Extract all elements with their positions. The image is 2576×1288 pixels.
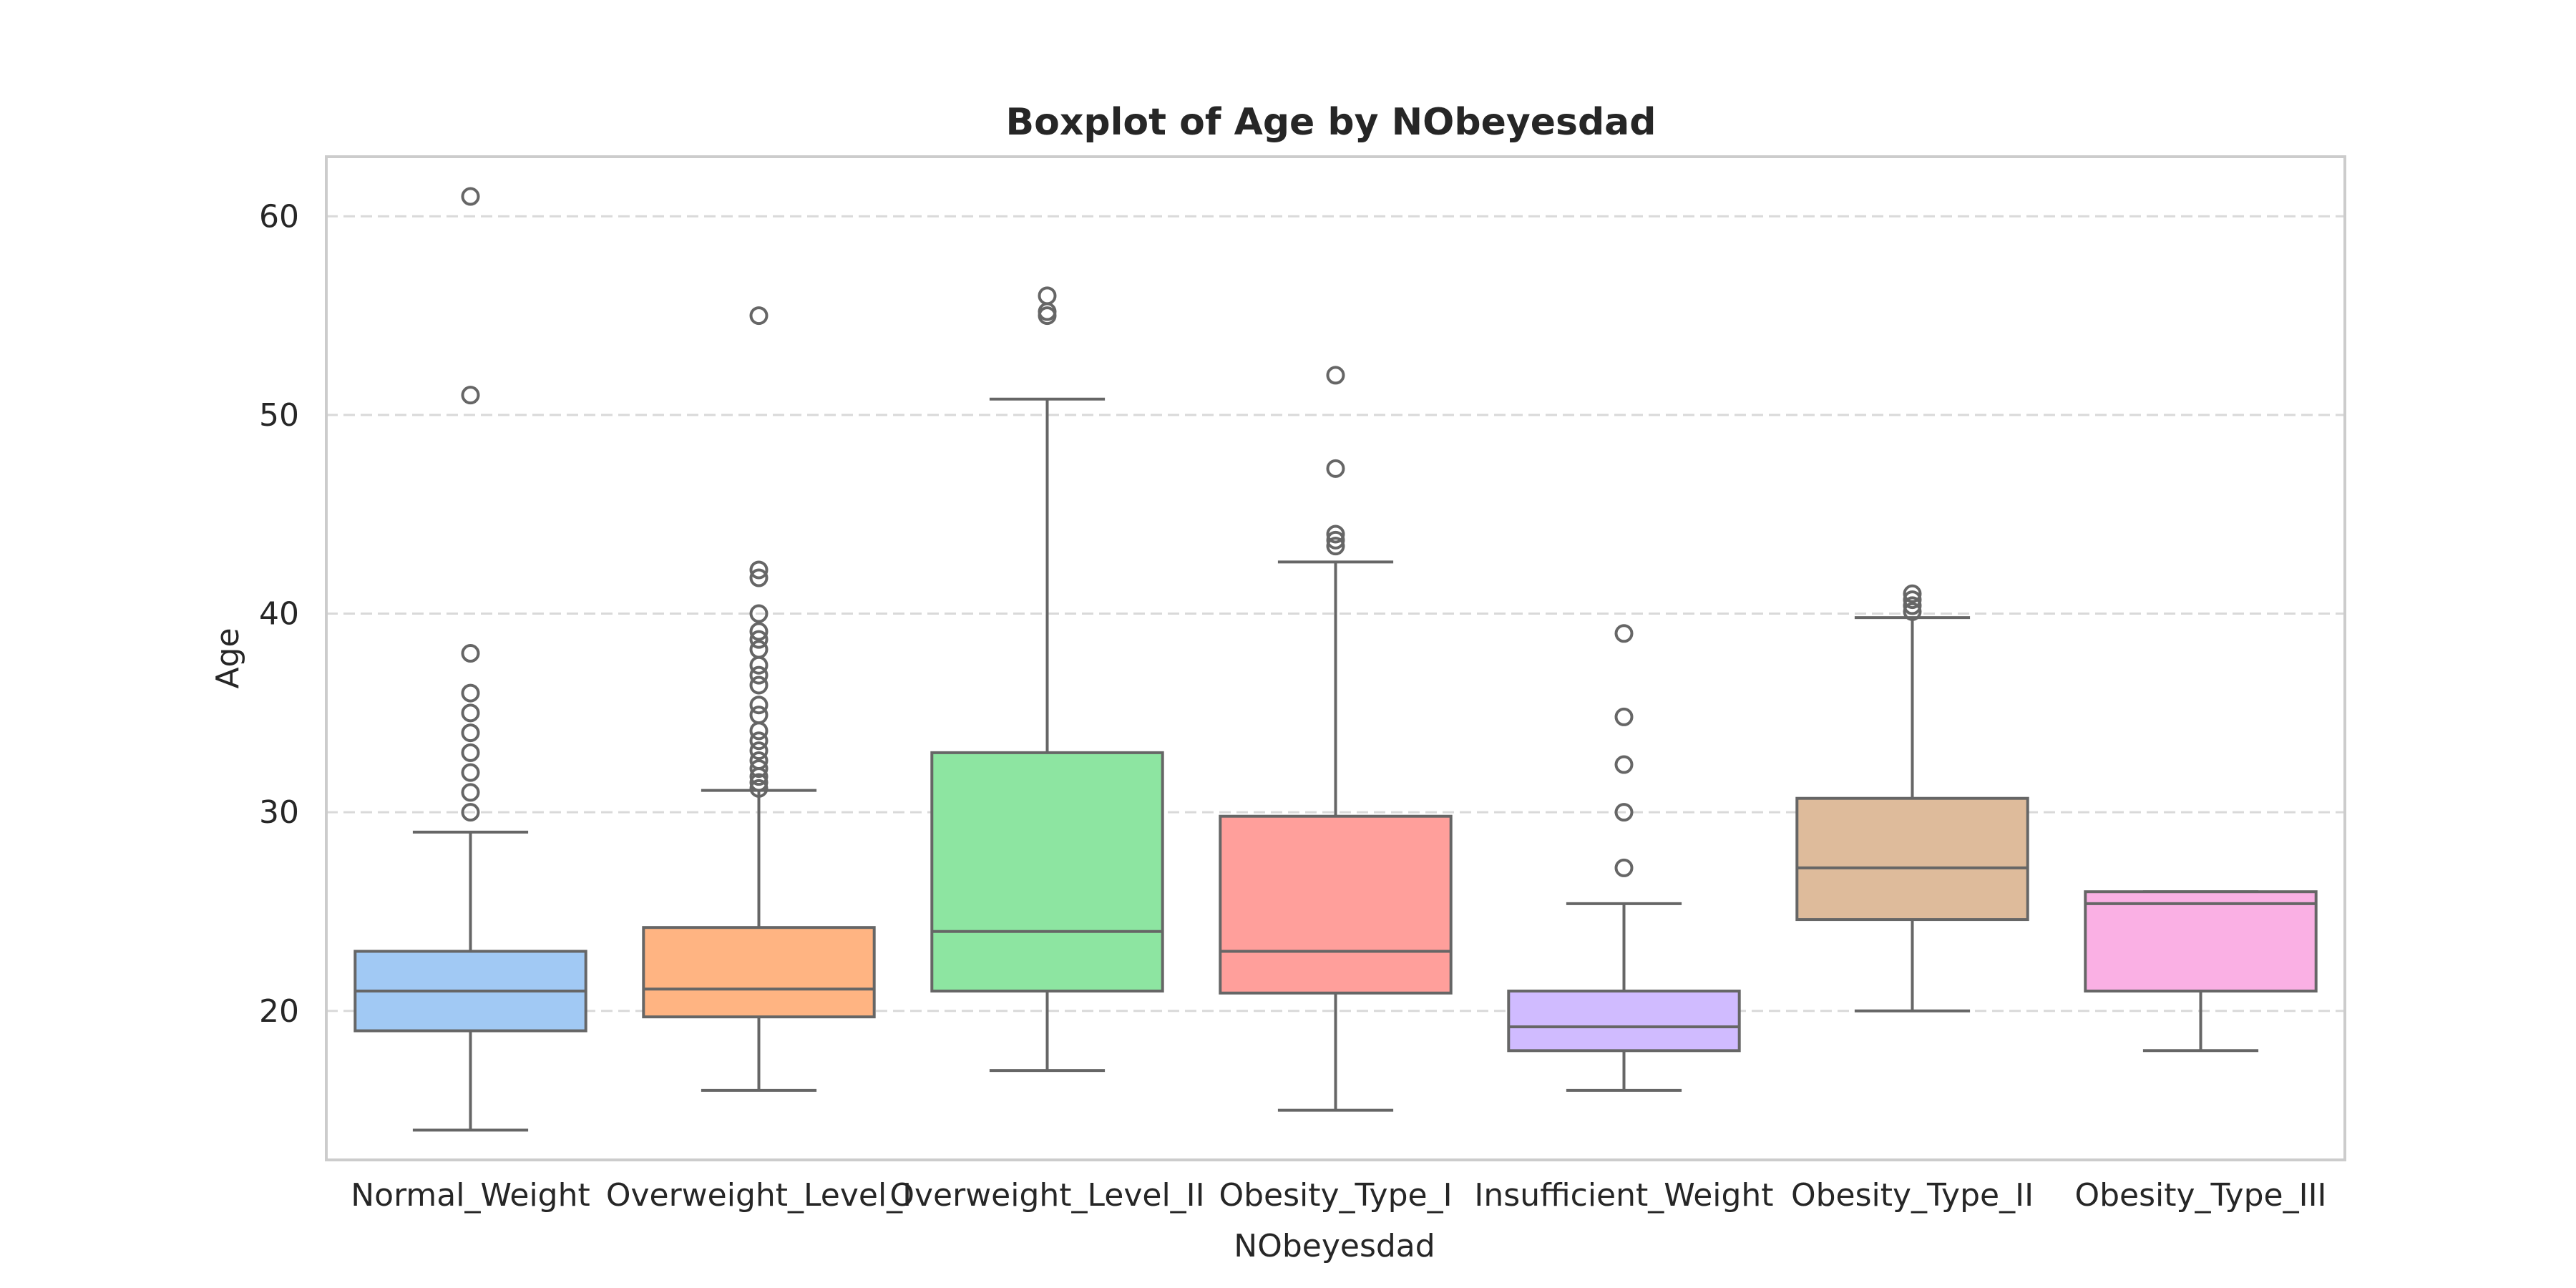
outlier-point <box>749 665 769 685</box>
outlier-point <box>749 306 769 326</box>
y-tick-label: 30 <box>259 794 299 831</box>
outlier-point <box>1903 596 1922 615</box>
outlier-point <box>1038 286 1057 306</box>
outlier-point <box>1903 584 1922 603</box>
outlier-point <box>461 683 480 703</box>
outlier-point <box>1903 602 1922 621</box>
outlier-point <box>1326 459 1345 478</box>
y-tick-label: 20 <box>259 993 299 1030</box>
outlier-point <box>461 723 480 743</box>
outlier-point <box>749 721 769 741</box>
outlier-point <box>749 560 769 580</box>
outlier-point <box>1614 624 1634 643</box>
outlier-point <box>461 763 480 782</box>
plot-frame <box>325 155 2346 1161</box>
outlier-point <box>461 743 480 762</box>
boxes-layer <box>353 187 2318 1132</box>
outlier-point <box>749 696 769 715</box>
outlier-point <box>749 640 769 659</box>
outlier-point <box>1326 530 1345 550</box>
box-iqr <box>642 926 876 1019</box>
y-tick-label: 50 <box>259 397 299 434</box>
box-group-Insufficient_Weight <box>1507 624 1741 1092</box>
outlier-point <box>461 783 480 802</box>
outlier-point <box>749 675 769 695</box>
outlier-point <box>749 655 769 675</box>
box-iqr <box>1795 796 2029 922</box>
outlier-point <box>461 803 480 822</box>
x-tick-label: Overweight_Level_II <box>889 1177 1204 1214</box>
x-axis-label: NObeyesdad <box>1234 1228 1435 1264</box>
outlier-point <box>1614 858 1634 877</box>
outlier-point <box>461 703 480 723</box>
box-group-Obesity_Type_III <box>2084 890 2318 1053</box>
outlier-point <box>749 759 769 779</box>
outlier-point <box>749 630 769 649</box>
box-group-Obesity_Type_II <box>1795 584 2029 1013</box>
box-group-Obesity_Type_I <box>1219 366 1453 1112</box>
outlier-point <box>1326 537 1345 556</box>
outlier-point <box>749 779 769 798</box>
outlier-point <box>1326 366 1345 385</box>
outlier-point <box>749 741 769 761</box>
outlier-point <box>1614 803 1634 822</box>
outlier-point <box>749 706 769 725</box>
outlier-point <box>1614 755 1634 774</box>
x-tick-labels: Normal_Weight Overweight_Level_IOverweigh… <box>351 1177 2326 1214</box>
outlier-point <box>1903 590 1922 610</box>
outlier-point <box>749 604 769 623</box>
y-axis-label: Age <box>210 628 246 688</box>
chart-title: Boxplot of Age by NObeyesdad <box>1005 101 1656 144</box>
outlier-point <box>461 386 480 405</box>
x-tick-label: Insufficient_Weight <box>1474 1177 1773 1214</box>
box-iqr <box>1219 814 1453 995</box>
x-tick-label: Obesity_Type_II <box>1791 1177 2034 1214</box>
outlier-point <box>461 644 480 663</box>
box-group-Overweight_Level_I <box>642 306 876 1092</box>
box-iqr <box>930 751 1164 993</box>
outlier-point <box>749 751 769 770</box>
box-iqr <box>2084 890 2318 993</box>
box-group-Normal_Weight <box>353 187 587 1132</box>
x-tick-label: Obesity_Type_I <box>1219 1177 1452 1214</box>
outlier-point <box>749 731 769 751</box>
box-group-Overweight_Level_II <box>930 286 1164 1073</box>
y-tick-labels: 20 30 40 50 60 <box>259 198 299 1029</box>
y-tick-label: 40 <box>259 596 299 633</box>
y-tick-label: 60 <box>259 198 299 235</box>
outlier-point <box>749 568 769 587</box>
outlier-point <box>1326 525 1345 544</box>
box-iqr <box>1507 990 1741 1053</box>
outlier-point <box>1614 707 1634 726</box>
x-tick-label: Overweight_Level_I <box>606 1177 912 1214</box>
outlier-point <box>749 773 769 792</box>
outlier-point <box>461 187 480 206</box>
x-tick-label: Normal_Weight <box>351 1177 590 1214</box>
outlier-point <box>749 622 769 641</box>
x-tick-label: Obesity_Type_III <box>2074 1177 2326 1214</box>
